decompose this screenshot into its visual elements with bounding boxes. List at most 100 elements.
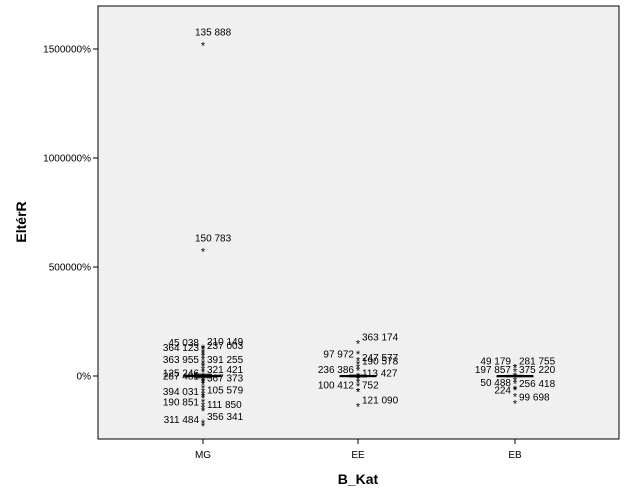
- y-tick-label: 1500000%: [43, 45, 91, 56]
- y-axis-title: EltérR: [13, 201, 29, 242]
- outlier-label: 391 255: [207, 355, 244, 366]
- x-tick-label: EE: [351, 450, 365, 461]
- outlier-label: 125 246: [163, 368, 200, 379]
- outlier-point: *: [201, 371, 206, 383]
- outlier-point: *: [201, 386, 206, 398]
- outlier-point: *: [201, 247, 206, 259]
- outlier-point: *: [201, 390, 206, 402]
- outlier-label: 363 955: [163, 355, 200, 366]
- outlier-point: *: [201, 351, 206, 363]
- x-axis-title: B_Kat: [338, 471, 379, 487]
- outlier-point: *: [513, 379, 518, 391]
- outlier-point: *: [201, 376, 206, 388]
- outlier-point: *: [201, 397, 206, 409]
- outlier-point: *: [201, 378, 206, 390]
- outlier-label: 121 090: [362, 396, 399, 407]
- x-tick-label: MG: [195, 450, 211, 461]
- outlier-point: *: [513, 362, 518, 374]
- outlier-point: *: [201, 383, 206, 395]
- y-tick-label: 1000000%: [43, 154, 91, 165]
- outlier-point: *: [201, 364, 206, 376]
- outlier-point: *: [356, 381, 361, 393]
- y-tick-label: 500000%: [49, 263, 91, 274]
- outlier-point: *: [513, 392, 518, 404]
- outlier-point: *: [513, 384, 518, 396]
- outlier-point: *: [201, 380, 206, 392]
- outlier-point: *: [201, 361, 206, 373]
- outlier-label: 50 488: [480, 378, 511, 389]
- outlier-point: *: [356, 349, 361, 361]
- outlier-label: 105 579: [207, 386, 244, 397]
- outlier-point: *: [356, 359, 361, 371]
- outlier-point: *: [356, 371, 361, 383]
- outlier-point: *: [513, 367, 518, 379]
- outlier-label: 752: [362, 380, 379, 391]
- outlier-point: *: [201, 367, 206, 379]
- outlier-label: 150 783: [195, 234, 232, 245]
- outlier-label: 100 412: [318, 380, 355, 391]
- outlier-point: *: [513, 385, 518, 397]
- outlier-point: *: [201, 343, 206, 355]
- outlier-label: 256 418: [519, 379, 556, 390]
- outlier-group: ****************************************…: [201, 41, 518, 433]
- outlier-point: *: [201, 418, 206, 430]
- outlier-point: *: [356, 386, 361, 398]
- outlier-point: *: [356, 362, 361, 374]
- outlier-label: 190 851: [163, 398, 200, 409]
- box-eb: [496, 374, 534, 378]
- outlier-point: *: [201, 374, 206, 386]
- outlier-label: 375 220: [519, 365, 556, 376]
- outlier-label: 363 174: [362, 332, 399, 343]
- outlier-label: 394 031: [163, 387, 200, 398]
- y-tick-label: 0%: [77, 372, 92, 383]
- y-axis-ticks: 0% 500000% 1000000% 1500000%: [43, 45, 98, 383]
- outlier-label: 45 038: [168, 338, 199, 349]
- outlier-label: 113 427: [362, 368, 398, 379]
- outlier-point: *: [356, 386, 361, 398]
- outlier-point: *: [513, 362, 518, 374]
- box-group: [184, 373, 534, 379]
- outlier-point: *: [201, 358, 206, 370]
- outlier-point: *: [356, 378, 361, 390]
- x-axis-ticks: MG EE EB: [195, 439, 522, 461]
- outlier-label-group: 135 888 150 783 210 149 45 038 237 003 364 12…: [163, 28, 556, 426]
- box-ee: [339, 374, 377, 378]
- outlier-label: 49 179: [480, 356, 511, 367]
- outlier-label: 367 373: [207, 374, 244, 385]
- outlier-point: *: [356, 338, 361, 350]
- plot-area: [97, 5, 620, 440]
- outlier-label: 236 386: [318, 365, 355, 376]
- outlier-point: *: [356, 402, 361, 414]
- outlier-point: *: [513, 398, 518, 410]
- outlier-point: *: [356, 366, 361, 378]
- outlier-point: *: [513, 371, 518, 383]
- outlier-label: 190 578: [362, 356, 399, 367]
- outlier-point: *: [201, 347, 206, 359]
- outlier-point: *: [356, 374, 361, 386]
- outlier-point: *: [201, 421, 206, 433]
- outlier-point: *: [201, 349, 206, 361]
- outlier-point: *: [201, 41, 206, 53]
- outlier-label: 197 857: [475, 365, 512, 376]
- outlier-label: 224: [494, 386, 511, 397]
- outlier-point: *: [201, 393, 206, 405]
- outlier-label: 99 698: [519, 392, 550, 403]
- outlier-label: 311 484: [164, 415, 200, 426]
- outlier-label: 356 341: [207, 412, 244, 423]
- outlier-point: *: [201, 392, 206, 404]
- outlier-point: *: [201, 404, 206, 416]
- outlier-label: 247 577: [362, 353, 399, 364]
- outlier-point: *: [201, 400, 206, 412]
- outlier-label: 281 755: [519, 356, 556, 367]
- outlier-label: 97 972: [323, 350, 354, 361]
- outlier-label: 364 123: [163, 343, 200, 354]
- outlier-point: *: [513, 375, 518, 387]
- outlier-point: *: [201, 361, 206, 373]
- outlier-point: *: [201, 344, 206, 356]
- outlier-label: 237 003: [207, 341, 244, 352]
- outlier-label: 287 481: [163, 372, 200, 383]
- outlier-point: *: [201, 406, 206, 418]
- outlier-point: *: [513, 371, 518, 383]
- x-tick-label: EB: [508, 450, 522, 461]
